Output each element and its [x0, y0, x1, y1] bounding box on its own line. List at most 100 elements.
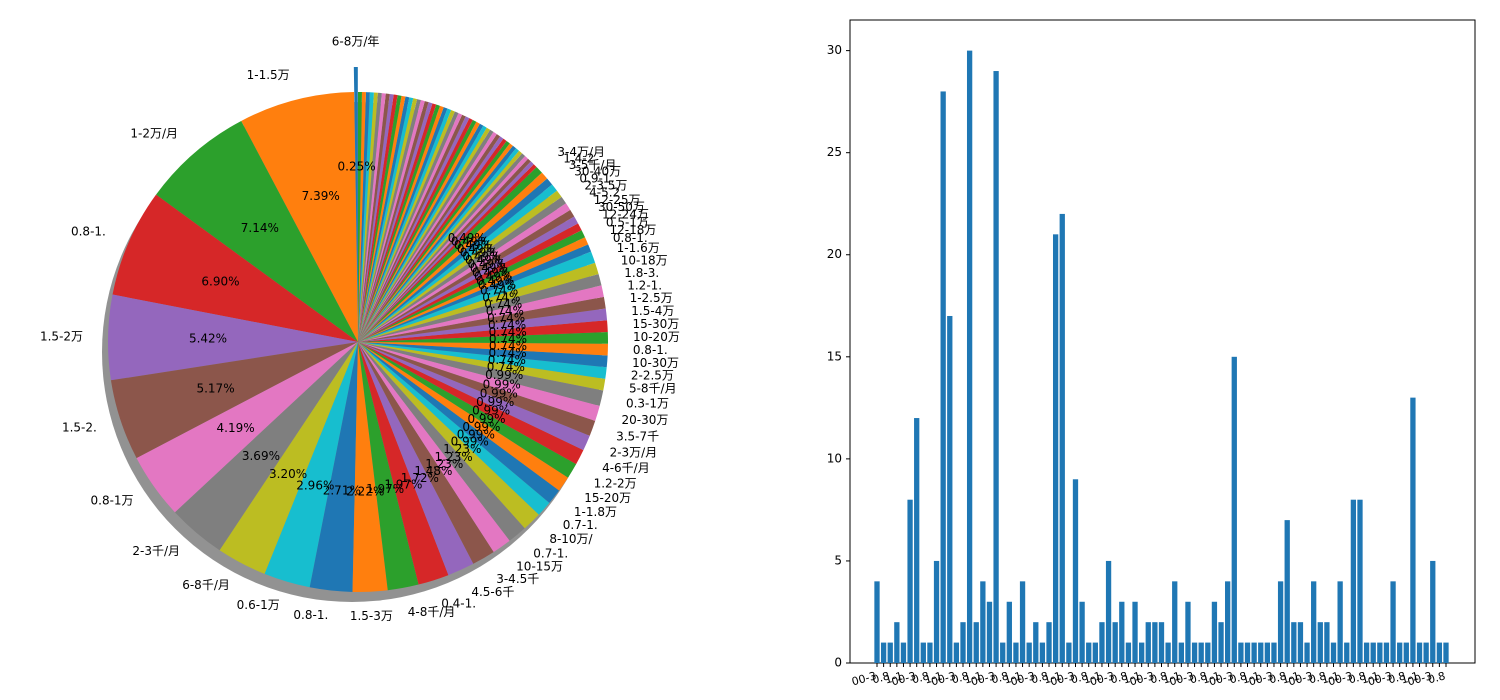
pie-slice-label: 0.8-1.	[633, 343, 668, 357]
pie-chart	[108, 67, 608, 592]
x-tick-label: 00-3	[1168, 669, 1195, 688]
pie-slice-label: 4-5.2	[589, 185, 620, 199]
x-tick-label: 00-3	[1366, 669, 1393, 688]
x-tick-label: 1-1	[1122, 669, 1143, 686]
pie-slice-label: 30-40万	[574, 165, 621, 179]
pie-slice	[358, 342, 539, 529]
bar-chart-axes: 05101520253000-30.81-100-30.81-100-30.81…	[827, 19, 1476, 688]
pie-slice-label: 4-8千/月	[408, 605, 456, 619]
pie-slice	[358, 92, 370, 342]
bar	[1258, 642, 1264, 663]
pie-slice	[358, 285, 604, 342]
pie-slice	[358, 127, 491, 342]
bar	[927, 642, 933, 663]
bar	[880, 642, 887, 663]
pie-slice-percent: 0.74%	[486, 304, 524, 318]
bar	[1397, 642, 1403, 663]
pie-slice-label: 0.3-1万	[626, 396, 669, 410]
x-tick-label: 0.8	[1069, 669, 1089, 686]
x-tick-label: 0.8	[1427, 669, 1447, 686]
bar	[1297, 622, 1304, 663]
x-tick-label: 00-3	[1327, 669, 1354, 688]
bar	[1370, 642, 1376, 663]
bar	[947, 315, 953, 663]
pie-slice	[358, 129, 494, 342]
pie-slice-percent: 4.19%	[217, 421, 255, 435]
y-tick-label: 25	[827, 145, 842, 159]
pie-slice	[358, 342, 577, 478]
bar	[1105, 560, 1112, 663]
pie-slice-label: 12-24万	[602, 208, 649, 222]
x-tick-label: 0.8	[990, 669, 1010, 686]
pie-slice-percent: 3.69%	[242, 449, 280, 463]
pie-slice-percent: 0.99%	[485, 368, 523, 382]
pie-slice	[358, 114, 466, 342]
y-tick-label: 15	[827, 349, 842, 363]
pie-slice	[219, 342, 358, 574]
pie-slice	[358, 184, 557, 342]
pie-slice-label: 0.6-1万	[237, 598, 280, 612]
pie-slice	[358, 296, 606, 342]
pie-slice	[352, 342, 388, 592]
pie-slice-label: 1.5-3万	[350, 609, 393, 623]
bar	[1019, 581, 1026, 663]
bar	[1443, 642, 1449, 663]
bar-chart	[874, 50, 1449, 664]
bar	[1119, 601, 1125, 663]
pie-slice	[358, 196, 566, 342]
pie-slice-label: 4-6千/月	[602, 461, 650, 475]
x-tick-label: 1-1	[923, 669, 944, 686]
pie-slice	[358, 92, 378, 342]
bar	[933, 560, 940, 663]
pie-slice-percent: 0.99%	[472, 404, 510, 418]
pie-slice-percent: 1.23%	[435, 450, 473, 464]
pie-slice	[358, 342, 525, 541]
pie-slice	[358, 178, 553, 342]
pie-slice-label: 1.5-2.	[62, 421, 97, 435]
pie-slice-label: 5-8千/月	[629, 381, 677, 395]
pie-slice	[110, 342, 358, 459]
pie-slice-percent: 0.49%	[451, 235, 489, 249]
x-tick-label: 0.8	[1030, 669, 1050, 686]
pie-slice	[358, 158, 531, 342]
pie-slice-label: 1-1.5万	[247, 68, 290, 82]
bar	[1284, 520, 1290, 663]
pie-slice	[358, 342, 584, 465]
bar	[940, 91, 946, 663]
pie-slice	[358, 94, 394, 342]
pie-slice-percent: 2.22%	[346, 484, 384, 498]
bar	[894, 622, 900, 663]
bar	[1264, 642, 1271, 663]
pie-slice-label: 3.5-7千	[616, 430, 659, 444]
pie-slice	[358, 92, 374, 342]
bar	[1013, 642, 1019, 663]
pie-slice-percent: 0.25%	[338, 160, 376, 174]
pie-slice-percent: 0.74%	[487, 360, 525, 374]
bar	[1436, 642, 1443, 663]
bar	[887, 642, 893, 663]
bar	[1251, 642, 1257, 663]
bar	[1158, 622, 1165, 663]
pie-slice	[358, 102, 433, 342]
pie-slice-percent: 0.49%	[472, 265, 510, 279]
x-tick-label: 1-1	[1280, 669, 1301, 686]
pie-slice-label: 2-3万/月	[610, 446, 658, 460]
y-tick-label: 30	[827, 43, 842, 57]
bar	[1046, 622, 1052, 663]
bar	[1363, 642, 1370, 663]
pie-slice-percent: 1.97%	[366, 482, 404, 496]
x-tick-label: 1-1	[884, 669, 905, 686]
pie-slice	[358, 342, 600, 421]
bar	[1178, 642, 1184, 663]
pie-slice	[358, 97, 414, 342]
pie-slice-percent: 1.72%	[401, 471, 439, 485]
pie-slice	[358, 93, 386, 342]
pie-slice	[358, 342, 604, 406]
pie-slice	[358, 342, 419, 591]
bar	[1125, 642, 1132, 663]
bar	[966, 50, 973, 664]
pie-slice	[358, 125, 487, 343]
pie-slice	[358, 100, 425, 342]
